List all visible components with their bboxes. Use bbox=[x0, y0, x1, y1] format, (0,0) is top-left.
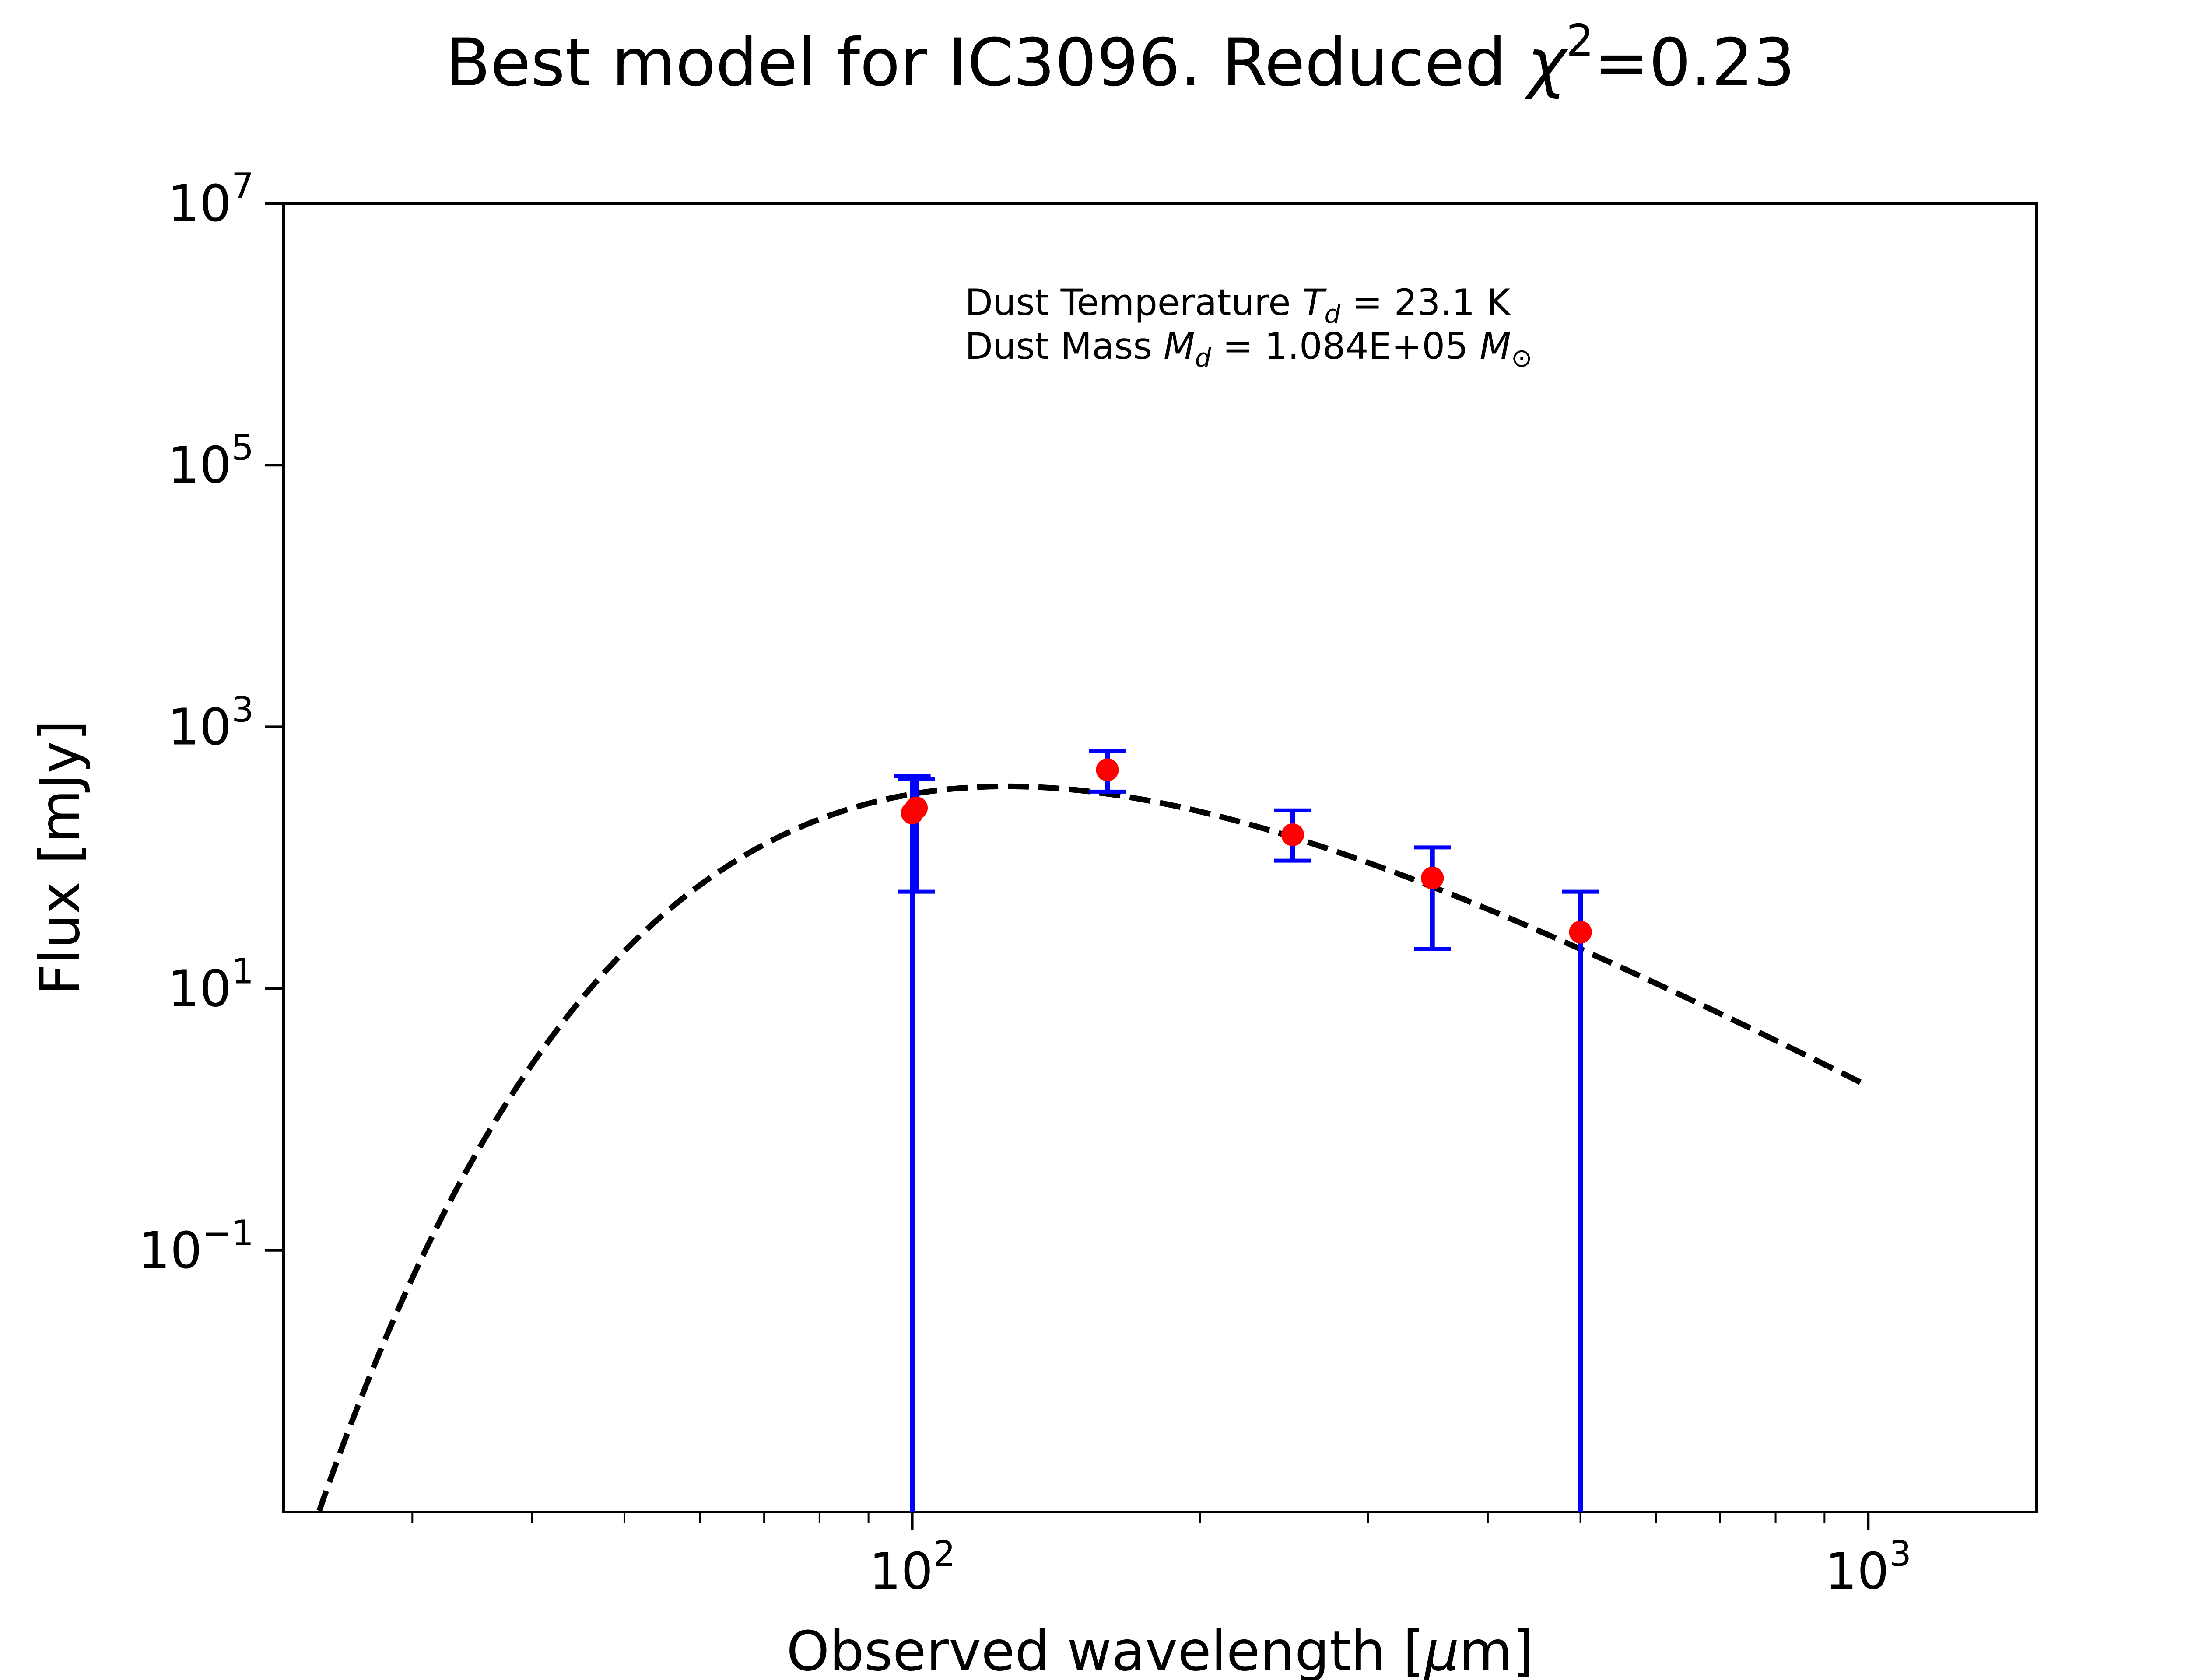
y-tick-label: 107 bbox=[168, 166, 254, 233]
data-point bbox=[1569, 920, 1592, 944]
y-tick-label: 101 bbox=[168, 951, 254, 1018]
annotation-mass: Dust Mass Md = 1.084E+05 M⊙ bbox=[965, 325, 1532, 373]
y-tick-label: 105 bbox=[168, 427, 254, 495]
data-point bbox=[1281, 823, 1304, 846]
x-axis-ticks: 102 103 bbox=[411, 1512, 1911, 1601]
x-tick-label: 102 bbox=[869, 1533, 955, 1601]
chart-title: Best model for IC3096. Reduced χ2=0.23 bbox=[445, 15, 1795, 101]
annotation-temperature: Dust Temperature Td = 23.1 K bbox=[965, 281, 1511, 329]
y-axis-ticks: 10−1 101 103 105 107 bbox=[138, 166, 284, 1280]
model-curve-layer bbox=[316, 783, 1870, 1512]
errorbar-layer bbox=[894, 749, 1599, 1512]
y-axis-label: Flux [mJy] bbox=[28, 720, 92, 995]
x-tick-label: 103 bbox=[1825, 1533, 1911, 1601]
model-curve bbox=[316, 783, 1870, 1512]
plot-frame bbox=[282, 202, 2038, 1513]
y-tick-label: 103 bbox=[168, 689, 254, 756]
data-point bbox=[905, 796, 928, 819]
data-point-layer bbox=[901, 758, 1592, 944]
data-point bbox=[1096, 758, 1119, 781]
x-axis-label: Observed wavelength [μm] bbox=[786, 1620, 1534, 1680]
data-point bbox=[1421, 866, 1444, 889]
y-tick-label: 10−1 bbox=[138, 1213, 254, 1280]
